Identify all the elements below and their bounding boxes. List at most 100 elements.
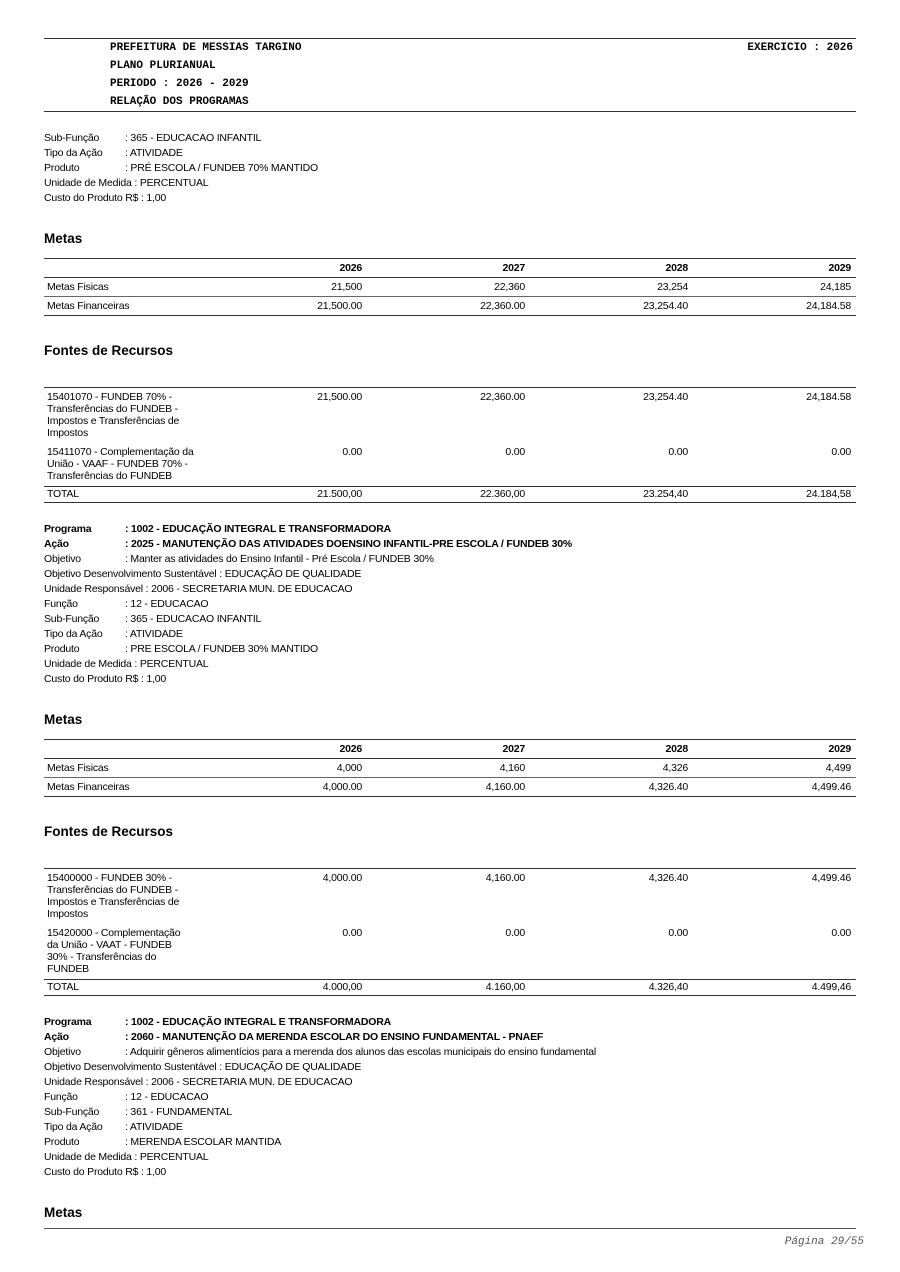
cell-value: 21,500 (204, 277, 367, 297)
field-value: : 365 - EDUCACAO INFANTIL (125, 132, 262, 144)
field: Tipo da Ação: ATIVIDADE (44, 627, 856, 642)
fontes-table: 15401070 - FUNDEB 70% - Transferências d… (44, 387, 856, 503)
total-label: TOTAL (44, 979, 204, 996)
field-text: Custo do Produto R$ : 1,00 (44, 192, 167, 204)
metas-row: Metas Financeiras 21,500.00 22,360.00 23,25… (44, 296, 856, 316)
footer: Página 29/55 (44, 1228, 864, 1248)
field-value: : 12 - EDUCACAO (125, 598, 209, 610)
cell-value: 22,360 (367, 277, 530, 297)
field-text: Unidade de Medida : PERCENTUAL (44, 658, 209, 670)
total-value: 23.254,40 (530, 486, 693, 503)
field-text: Objetivo Desenvolvimento Sustentável : E… (44, 568, 362, 580)
fonte-label: 15401070 - FUNDEB 70% - Transferências d… (44, 387, 204, 443)
field-label: Produto (44, 643, 80, 655)
year: 2027 (367, 258, 530, 278)
header-line: PLANO PLURIANUAL (110, 60, 216, 72)
field: Custo do Produto R$ : 1,00 (44, 191, 856, 206)
table-body: 15400000 - FUNDEB 30% - Transferências d… (44, 868, 856, 996)
field: Unidade de Medida : PERCENTUAL (44, 657, 856, 672)
field-label: Função (44, 1091, 78, 1103)
empty-cell (44, 258, 204, 278)
table-body: 15401070 - FUNDEB 70% - Transferências d… (44, 387, 856, 503)
field-value: : 1002 - EDUCAÇÃO INTEGRAL E TRANSFORMAD… (125, 523, 391, 535)
field-label: Tipo da Ação (44, 1121, 103, 1133)
field-text: Custo do Produto R$ : 1,00 (44, 1166, 167, 1178)
header: EXERCICIO : 2026 PREFEITURA DE MESSIAS T… (44, 38, 856, 112)
field-text: Objetivo Desenvolvimento Sustentável : E… (44, 1061, 362, 1073)
field-text: Unidade Responsável : 2006 - SECRETARIA … (44, 1076, 353, 1088)
cell-value: 4,000 (204, 758, 367, 778)
field: Sub-Função: 365 - EDUCACAO INFANTIL (44, 131, 856, 146)
cell-value: 0.00 (831, 927, 851, 939)
metas-table: 2026 2027 2028 2029 Metas Fisicas 4,000 4,160 4… (44, 739, 856, 797)
header-line: PREFEITURA DE MESSIAS TARGINO (110, 42, 302, 54)
fonte-label: 15420000 - Complementação da União - VAA… (47, 927, 181, 975)
field: Objetivo Desenvolvimento Sustentável : E… (44, 1060, 856, 1075)
total-row: TOTAL 21.500,00 22.360,00 23.254,40 24.184,5… (44, 486, 856, 503)
exercise: EXERCICIO : 2026 (747, 42, 853, 54)
field-value: : PRÉ ESCOLA / FUNDEB 70% MANTIDO (125, 162, 318, 174)
total-value: 4.160,00 (367, 979, 530, 996)
cell-value: 4,160.00 (367, 868, 530, 924)
field: Sub-Função : 361 - FUNDAMENTAL (44, 1105, 856, 1120)
fonte-row: 15411070 - Complementação da União - VAA… (44, 443, 856, 487)
cell-value: 4,000.00 (204, 777, 367, 797)
field-value: : MERENDA ESCOLAR MANTIDA (125, 1136, 282, 1148)
field-label: Tipo da Ação (44, 147, 103, 159)
field-value: : Manter as atividades do Ensino Infanti… (125, 553, 434, 565)
field-label: Tipo da Ação (44, 628, 103, 640)
field: Programa : 1002 - EDUCAÇÃO INTEGRAL E TRA… (44, 1015, 856, 1030)
metas-row: Metas Financeiras 4,000.00 4,160.00 4,326.4… (44, 777, 856, 797)
field-label: Ação (44, 538, 69, 550)
year: 2027 (367, 739, 530, 759)
field-label: Programa (44, 1016, 92, 1028)
cell-value: 24,185 (693, 277, 856, 297)
table-body: 2026 2027 2028 2029 Metas Fisicas 4,000 4,160 4… (44, 739, 856, 797)
metas-row: Metas Fisicas 4,000 4,160 4,326 4,499 (44, 758, 856, 778)
metas-title: Metas (44, 231, 83, 246)
field-value: : PRE ESCOLA / FUNDEB 30% MANTIDO (125, 643, 318, 655)
field: Programa: 1002 - EDUCAÇÃO INTEGRAL E TRA… (44, 522, 856, 537)
year: 2029 (693, 739, 856, 759)
field: Unidade de Medida : PERCENTUAL (44, 176, 856, 191)
field-text: Custo do Produto R$ : 1,00 (44, 673, 167, 685)
fonte-row: 15420000 - Complementação da União - VAA… (44, 924, 856, 980)
field: Produto: MERENDA ESCOLAR MANTIDA (44, 1135, 856, 1150)
field: Unidade Responsável : 2006 - SECRETARIA … (44, 582, 856, 597)
field: Custo do Produto R$ : 1,00 (44, 1165, 856, 1180)
field-label: Ação (44, 1031, 69, 1043)
field-value: : ATIVIDADE (125, 1121, 183, 1133)
cell-value: 4,499.46 (693, 868, 856, 924)
field-value: : 361 - FUNDAMENTAL (125, 1106, 232, 1118)
year: 2028 (530, 258, 693, 278)
content: Sub-Função: 365 - EDUCACAO INFANTIL Tipo … (44, 131, 856, 1241)
cell-value: 22,360.00 (367, 296, 530, 316)
field: Unidade Responsável : 2006 - SECRETARIA … (44, 1075, 856, 1090)
field: Função: 12 - EDUCACAO (44, 597, 856, 612)
field: Tipo da Ação : ATIVIDADE (44, 1120, 856, 1135)
section: Sub-Função: 365 - EDUCACAO INFANTIL Tipo … (44, 131, 856, 503)
cell-value: 4,160.00 (367, 777, 530, 797)
empty-cell (44, 739, 204, 759)
field-label: Sub-Função (44, 1106, 100, 1118)
total-value: 4.499,46 (693, 979, 856, 996)
field: Objetivo: Manter as atividades do Ensino… (44, 552, 856, 567)
cell-value: 0.00 (831, 446, 851, 458)
cell-value: 4,000.00 (204, 868, 367, 924)
field-value: : 1002 - EDUCAÇÃO INTEGRAL E TRANSFORMAD… (125, 1016, 391, 1028)
field-value: : Adquirir gêneros alimentícios para a m… (125, 1046, 597, 1058)
fonte-label: 15411070 - Complementação da União - VAA… (47, 446, 194, 482)
cell-value: 4,326.40 (530, 777, 693, 797)
field-value: : 2060 - MANUTENÇÃO DA MERENDA ESCOLAR D… (125, 1031, 544, 1043)
field: Função: 12 - EDUCACAO (44, 1090, 856, 1105)
field: Objetivo Desenvolvimento Sustentável : E… (44, 567, 856, 582)
field: Tipo da Ação: ATIVIDADE (44, 146, 856, 161)
fontes-table: 15400000 - FUNDEB 30% - Transferências d… (44, 868, 856, 996)
total-value: 4.326,40 (530, 979, 693, 996)
row-label: Metas Fisicas (44, 277, 204, 297)
cell-value: 0.00 (505, 446, 525, 458)
cell-value: 21,500.00 (204, 387, 367, 443)
cell-value: 4,499 (693, 758, 856, 778)
field-label: Objetivo (44, 1046, 81, 1058)
